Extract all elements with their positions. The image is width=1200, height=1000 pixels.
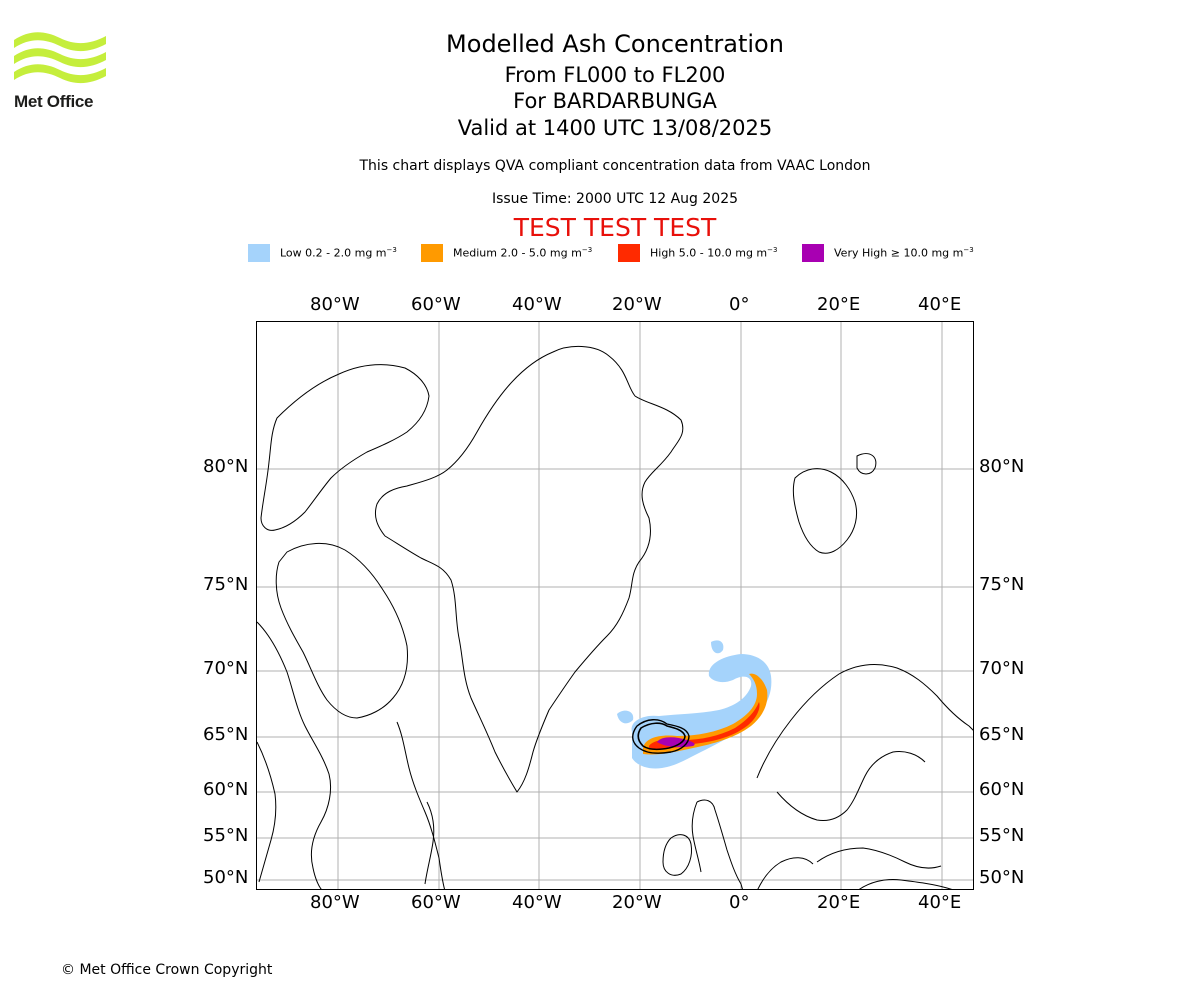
met-office-waves-icon [14,32,106,84]
legend-swatch-very-high [802,244,824,262]
ash-low-region [617,710,634,724]
lon-label-top: 40°E [918,294,962,315]
legend-swatch-low [248,244,270,262]
lon-label-top: 60°W [411,294,461,315]
issue-time: Issue Time: 2000 UTC 12 Aug 2025 [491,191,739,207]
ash-high-region [649,702,760,749]
lat-label-left: 50°N [203,867,249,888]
test-banner: TEST TEST TEST [513,213,717,242]
ellesmere-coastline [260,364,430,531]
chart-subtitle: This chart displays QVA compliant concen… [359,158,871,174]
baffin-channel-coastline [424,801,435,885]
lon-label-bottom: 40°E [918,892,962,913]
legend-label-low: Low 0.2 - 2.0 mg m [280,246,387,260]
lat-label-right: 55°N [979,825,1025,846]
flight-level-range: From FL000 to FL200 [504,63,726,87]
lon-label-top: 20°W [612,294,662,315]
iceland-coastline [632,719,690,754]
map-gridlines [257,322,973,889]
lat-label-left: 80°N [203,456,249,477]
lat-label-left: 60°N [203,779,249,800]
ash-low-region [711,640,724,654]
lon-label-top: 20°E [817,294,861,315]
lat-label-right: 65°N [979,724,1025,745]
legend-label-very-high: Very High ≥ 10.0 mg m [834,246,964,260]
lat-label-right: 60°N [979,779,1025,800]
legend-label-medium: Medium 2.0 - 5.0 mg m [453,246,582,260]
lon-label-top: 0° [729,294,750,315]
europe-coastline [757,857,953,889]
valid-time: Valid at 1400 UTC 13/08/2025 [457,116,773,140]
map-canvas [257,322,973,889]
baffin-coastline [275,543,408,719]
volcano-name: For BARDARBUNGA [513,89,717,113]
legend: Low 0.2 - 2.0 mg m−3 Medium 2.0 - 5.0 mg… [0,244,1200,264]
lon-label-bottom: 20°W [612,892,662,913]
lat-label-left: 75°N [203,574,249,595]
scandinavia-coastline [756,664,973,821]
lon-label-bottom: 20°E [817,892,861,913]
coastlines [257,346,973,889]
lon-label-bottom: 80°W [310,892,360,913]
lat-label-right: 80°N [979,456,1025,477]
lat-label-left: 55°N [203,825,249,846]
lat-label-right: 70°N [979,658,1025,679]
logo-text: Met Office [14,92,94,111]
baltic-coastline [816,847,942,869]
svalbard-coastline [792,453,877,554]
lon-label-bottom: 0° [729,892,750,913]
legend-label-high: High 5.0 - 10.0 mg m [650,246,768,260]
iceland-bold-outline [637,722,686,751]
lat-label-left: 65°N [203,724,249,745]
lon-label-top: 80°W [310,294,360,315]
greenland-coastline [374,346,684,793]
lat-label-left: 70°N [203,658,249,679]
lon-label-bottom: 60°W [411,892,461,913]
ireland-coastline [662,834,692,876]
lon-label-bottom: 40°W [512,892,562,913]
ash-concentration-map[interactable] [256,321,974,890]
chart-title: Modelled Ash Concentration [446,30,784,58]
copyright: © Met Office Crown Copyright [61,962,273,978]
legend-swatch-high [618,244,640,262]
lat-label-right: 50°N [979,867,1025,888]
great-britain-coastline [691,799,743,889]
legend-swatch-medium [421,244,443,262]
ash-medium-region [643,673,768,755]
met-office-logo: Met Office [14,30,106,112]
lon-label-top: 40°W [512,294,562,315]
lat-label-right: 75°N [979,574,1025,595]
canada-mainland-coastline [257,621,445,889]
